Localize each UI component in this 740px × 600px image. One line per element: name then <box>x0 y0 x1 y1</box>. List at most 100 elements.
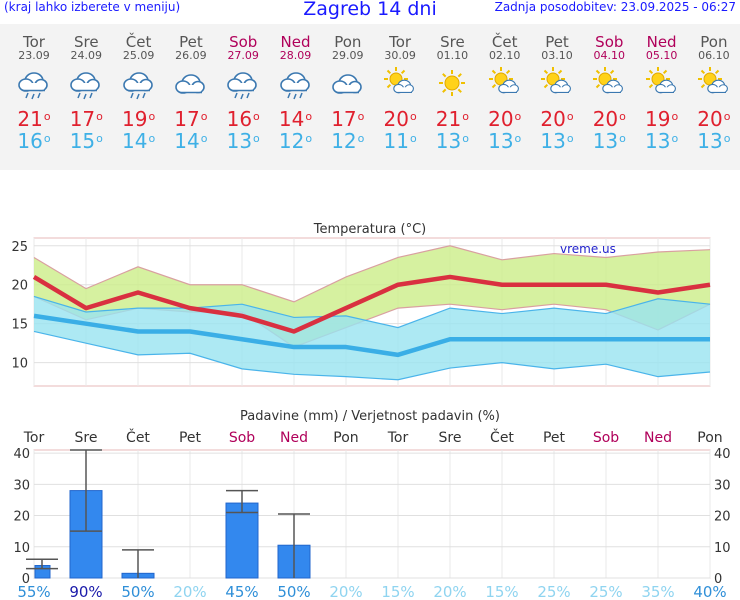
precipitation-probability: 20% <box>329 583 362 600</box>
degree-sign: o <box>409 132 417 145</box>
max-temperature: 19o <box>645 107 679 131</box>
day-name: Pon <box>700 33 728 51</box>
precipitation-day-label: Tor <box>23 430 45 446</box>
day-name: Sob <box>595 33 624 51</box>
precipitation-day-label: Sob <box>593 430 619 446</box>
degree-sign: o <box>723 132 731 145</box>
precipitation-y-tick-left: 0 <box>22 572 30 587</box>
degree-sign: o <box>671 132 679 145</box>
day-column: Sob 04.10 20o 13o <box>583 34 635 152</box>
rain-cloud-icon <box>227 72 257 100</box>
day-column: Pet 03.10 20o 13o <box>531 34 583 152</box>
temperature-y-tick: 25 <box>11 240 28 255</box>
precipitation-y-tick-left: 10 <box>13 541 30 556</box>
sun-cloud-icon <box>645 67 676 94</box>
min-temperature: 13o <box>435 129 469 153</box>
rain-cloud-icon <box>279 72 310 100</box>
precipitation-day-label: Sob <box>229 430 255 446</box>
degree-sign: o <box>619 132 626 145</box>
max-temperature: 20o <box>592 107 626 131</box>
max-temperature: 17o <box>69 107 103 131</box>
day-column: Pon 29.09 17o 12o <box>322 34 374 152</box>
menu-note[interactable]: (kraj lahko izberete v meniju) <box>4 0 181 14</box>
min-temperature: 13o <box>697 129 731 153</box>
weather-icon-slot <box>8 64 60 104</box>
min-temperature: 13o <box>226 129 260 153</box>
precipitation-day-label: Pet <box>179 430 202 446</box>
min-temperature: 13o <box>645 129 679 153</box>
max-temperature: 14o <box>278 107 313 131</box>
sun-cloud-icon <box>593 67 624 94</box>
precipitation-plot-area <box>33 449 711 579</box>
degree-sign: o <box>200 110 208 123</box>
max-temperature: 20o <box>383 107 417 131</box>
day-date: 30.09 <box>384 49 416 62</box>
precipitation-y-tick-left: 40 <box>13 447 30 462</box>
precipitation-y-tick-right: 20 <box>714 510 731 525</box>
day-name: Pon <box>334 33 362 51</box>
degree-sign: o <box>462 110 469 123</box>
max-temperature: 20o <box>540 107 574 131</box>
precipitation-chart-title: Padavine (mm) / Verjetnost padavin (%) <box>240 409 500 424</box>
watermark: vreme.us <box>560 242 616 256</box>
degree-sign: o <box>253 132 260 145</box>
precipitation-y-tick-right: 0 <box>714 572 722 587</box>
day-date: 26.09 <box>175 49 207 62</box>
day-column: Sob 27.09 16o 13o <box>217 34 269 152</box>
day-date: 28.09 <box>279 49 312 62</box>
max-temperature: 19o <box>122 107 156 131</box>
precipitation-day-label: Pet <box>543 430 566 446</box>
precipitation-probability: 90% <box>69 583 102 600</box>
degree-sign: o <box>357 110 365 123</box>
day-name: Tor <box>389 33 412 51</box>
day-column: Sre 24.09 17o 15o <box>60 34 112 152</box>
degree-sign: o <box>671 110 679 123</box>
page-title: Zagreb 14 dni <box>303 0 437 20</box>
weather-icon-slot <box>531 64 583 104</box>
precipitation-day-label: Tor <box>387 430 409 446</box>
precipitation-day-label: Ned <box>280 430 308 446</box>
precipitation-probability: 50% <box>121 583 154 600</box>
precipitation-probability: 45% <box>225 583 258 600</box>
min-temperature: 15o <box>69 129 103 153</box>
precipitation-day-label: Čet <box>126 428 150 446</box>
weather-icon-slot <box>322 64 374 104</box>
precipitation-probability: 25% <box>537 583 570 600</box>
degree-sign: o <box>357 132 365 145</box>
weather-icon-slot <box>374 64 426 104</box>
sun-cloud-icon <box>488 67 519 94</box>
max-temperature: 20o <box>488 107 522 131</box>
day-name: Pet <box>179 33 203 51</box>
precipitation-y-tick-left: 30 <box>13 478 30 493</box>
degree-sign: o <box>148 132 156 145</box>
precipitation-day-label: Čet <box>490 428 514 446</box>
temperature-band-upper-edge <box>33 245 711 303</box>
day-column: Pet 26.09 17o 14o <box>165 34 217 152</box>
day-date: 25.09 <box>122 49 155 62</box>
min-temperature: 12o <box>331 129 365 153</box>
weather-icon-slot <box>688 64 740 104</box>
weather-icon-slot <box>583 64 635 104</box>
degree-sign: o <box>200 132 208 145</box>
sun-icon <box>439 70 466 96</box>
max-temperature: 16o <box>226 107 260 131</box>
max-temperature: 17o <box>174 107 208 131</box>
forecast-band <box>0 24 740 170</box>
min-temperature: 13o <box>488 129 522 153</box>
temperature-band-lower-edge <box>33 330 711 381</box>
max-temperature: 21o <box>17 107 51 131</box>
degree-sign: o <box>514 132 522 145</box>
precipitation-probability: 20% <box>173 583 206 600</box>
weather-icon-slot <box>270 64 322 104</box>
degree-sign: o <box>566 132 574 145</box>
precipitation-y-tick-left: 20 <box>13 510 30 525</box>
min-temperature: 13o <box>540 129 574 153</box>
degree-sign: o <box>462 132 469 145</box>
rain-cloud-icon <box>122 72 153 100</box>
day-name: Sre <box>74 33 99 51</box>
day-date: 23.09 <box>18 49 50 62</box>
day-column: Sre 01.10 21o 13o <box>426 34 478 152</box>
precipitation-probability: 20% <box>433 583 466 600</box>
min-temperature: 11o <box>383 129 417 153</box>
min-temperature: 14o <box>174 129 208 153</box>
